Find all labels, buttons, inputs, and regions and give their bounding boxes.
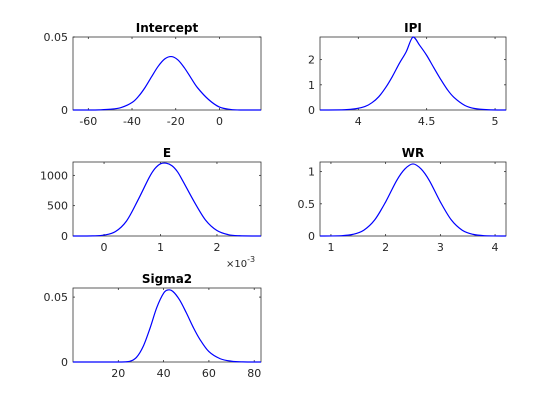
density-curve bbox=[319, 163, 507, 237]
y-tick-label: 0 bbox=[61, 104, 68, 117]
panel-ipi: IPI 4 4.5 5 0 1 2 bbox=[308, 21, 507, 128]
axes-box bbox=[72, 161, 262, 237]
panel-title: WR bbox=[402, 146, 424, 160]
density-curve bbox=[72, 162, 262, 237]
panel-title: E bbox=[163, 146, 171, 160]
panel-title: Intercept bbox=[136, 21, 199, 35]
axes-box bbox=[319, 36, 507, 111]
panel-intercept: Intercept -60 -40 -20 0 0 0.05 bbox=[44, 21, 262, 128]
y-tick-label: 2 bbox=[308, 54, 315, 67]
panel-title: IPI bbox=[404, 21, 422, 35]
axes-box bbox=[72, 287, 262, 363]
density-curve bbox=[319, 36, 507, 111]
x-tick-label: 20 bbox=[111, 367, 125, 380]
x-tick-label: 0 bbox=[101, 241, 108, 254]
x-tick-label: 1 bbox=[157, 241, 164, 254]
x-tick-label: -40 bbox=[123, 115, 141, 128]
y-tick-label: 1 bbox=[308, 79, 315, 92]
panel-e: E 0 1 2 0 500 1000 ×10-3 bbox=[40, 146, 262, 270]
x-tick-label: -60 bbox=[79, 115, 97, 128]
x-multiplier-exponent: -3 bbox=[247, 255, 255, 264]
panel-wr: WR 1 2 3 4 0 0.5 1 bbox=[298, 146, 507, 254]
density-curve bbox=[73, 55, 261, 111]
x-tick-label: 2 bbox=[382, 241, 389, 254]
x-tick-label: 0 bbox=[216, 115, 223, 128]
axes-box bbox=[319, 161, 507, 237]
x-tick-label: 2 bbox=[213, 241, 220, 254]
x-tick-label: 60 bbox=[202, 367, 216, 380]
x-tick-label: 4 bbox=[355, 115, 362, 128]
x-tick-label: 1 bbox=[327, 241, 334, 254]
y-tick-label: 1 bbox=[308, 166, 315, 179]
x-multiplier: ×10-3 bbox=[226, 255, 255, 270]
y-tick-label: 0 bbox=[61, 356, 68, 369]
x-tick-label: -20 bbox=[167, 115, 185, 128]
y-tick-label: 0 bbox=[308, 230, 315, 243]
x-tick-label: 4.5 bbox=[418, 115, 436, 128]
axes-box bbox=[72, 36, 262, 111]
y-tick-label: 0.05 bbox=[44, 291, 69, 304]
y-tick-label: 1000 bbox=[40, 169, 68, 182]
x-tick-label: 5 bbox=[492, 115, 499, 128]
x-tick-label: 80 bbox=[247, 367, 261, 380]
panel-sigma2: Sigma2 20 40 60 80 0 0.05 bbox=[44, 272, 262, 380]
x-tick-label: 4 bbox=[492, 241, 499, 254]
x-multiplier-base: ×10 bbox=[226, 259, 247, 270]
y-tick-label: 0 bbox=[308, 104, 315, 117]
x-tick-label: 40 bbox=[157, 367, 171, 380]
y-tick-label: 0.5 bbox=[298, 198, 316, 211]
y-tick-label: 500 bbox=[47, 200, 68, 213]
density-curve bbox=[72, 289, 262, 363]
y-tick-label: 0 bbox=[61, 230, 68, 243]
x-tick-label: 3 bbox=[437, 241, 444, 254]
panel-title: Sigma2 bbox=[142, 272, 192, 286]
y-tick-label: 0.05 bbox=[44, 31, 69, 44]
